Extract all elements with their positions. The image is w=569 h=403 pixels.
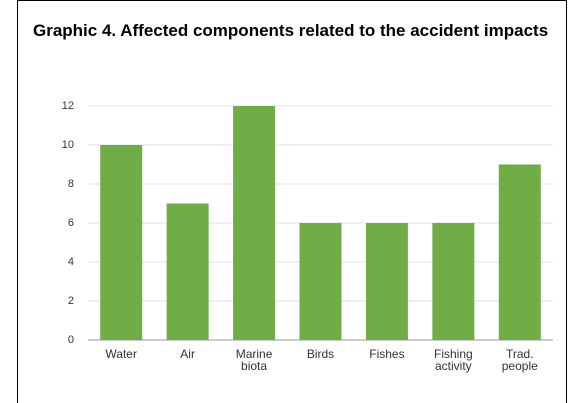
bar (233, 106, 276, 340)
y-tick-label: 10 (62, 139, 74, 151)
x-tick-label: Birds (306, 347, 335, 361)
x-tick-label: Marine biota (235, 347, 273, 373)
y-tick-label: 6 (68, 217, 74, 229)
bar (498, 164, 541, 340)
x-tick-label: Air (180, 347, 195, 361)
y-tick-label: 12 (62, 100, 74, 112)
x-tick-label: Trad. people (501, 347, 538, 373)
y-tick-label: 4 (68, 256, 74, 268)
x-tick-label: Water (105, 347, 137, 361)
x-tick-label: Fishing activity (434, 347, 473, 373)
y-tick-label: 2 (68, 295, 74, 307)
bar (299, 223, 342, 340)
y-tick-label: 0 (68, 334, 74, 346)
x-tick-label: Fishes (369, 347, 405, 361)
y-tick-label: 8 (68, 178, 74, 190)
bar (432, 223, 475, 340)
bar (100, 145, 143, 340)
bar (365, 223, 408, 340)
chart-title: Graphic 4. Affected components related t… (33, 21, 549, 40)
bar (166, 203, 209, 340)
